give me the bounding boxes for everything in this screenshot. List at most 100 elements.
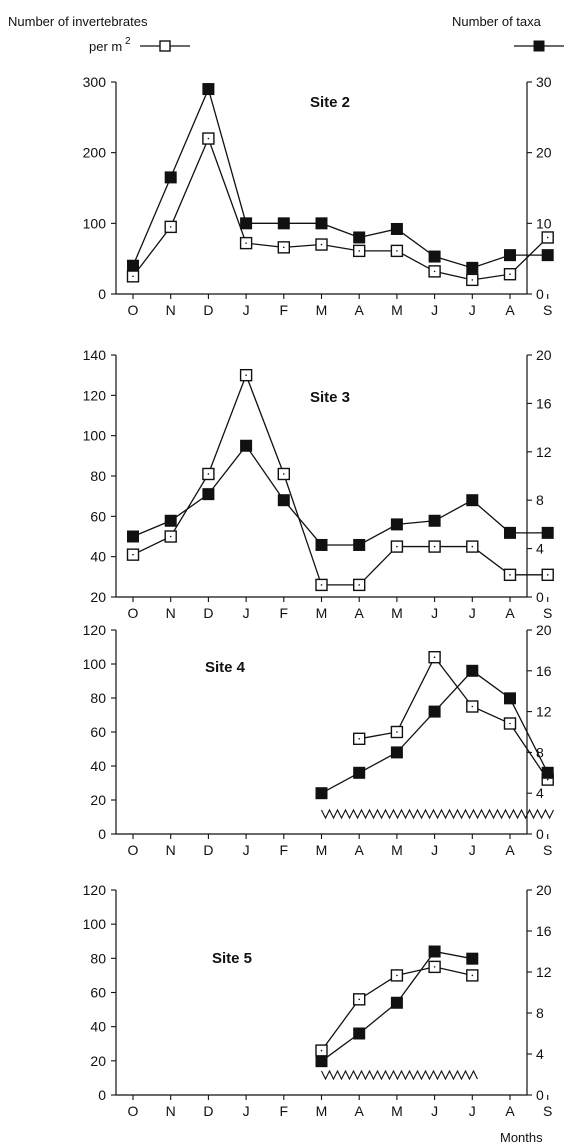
- taxa-point: [127, 259, 139, 272]
- right-tick-label: 4: [536, 1046, 544, 1062]
- left-tick-label: 80: [90, 950, 106, 966]
- right-axis-header: Number of taxa: [452, 14, 542, 29]
- left-tick-label: 60: [90, 985, 106, 1001]
- left-tick-label: 0: [98, 286, 106, 302]
- x-tick-label: S: [543, 842, 552, 858]
- x-tick-label: D: [203, 1103, 213, 1119]
- taxa-point: [466, 494, 479, 507]
- x-tick-label: F: [280, 605, 289, 621]
- taxa-point: [466, 952, 479, 965]
- invertebrates-point-dot: [320, 584, 323, 586]
- invertebrates-point-dot: [471, 279, 474, 281]
- site-title: Site 5: [212, 950, 252, 967]
- left-tick-label: 60: [90, 508, 106, 524]
- header: Number of invertebrates per m 2 Number o…: [8, 14, 564, 54]
- taxa-line: [132, 444, 548, 546]
- right-tick-label: 20: [536, 347, 552, 363]
- taxa-point: [315, 1055, 328, 1068]
- x-tick-label: J: [469, 302, 476, 318]
- invertebrates-point-dot: [245, 374, 247, 376]
- x-tick-label: A: [355, 605, 365, 621]
- taxa-point: [277, 494, 290, 507]
- invertebrates-point-dot: [471, 545, 474, 548]
- invertebrates-line: [132, 373, 548, 586]
- taxa-point: [240, 217, 253, 230]
- right-tick-label: 8: [536, 744, 544, 760]
- dry-period-zigzag: [321, 808, 554, 820]
- taxa-point: [428, 945, 441, 958]
- x-tick-label: A: [505, 302, 515, 318]
- x-tick-label: M: [391, 1103, 403, 1119]
- invertebrates-point-dot: [509, 574, 511, 576]
- taxa-point: [315, 217, 328, 230]
- left-tick-label: 300: [83, 74, 107, 90]
- right-tick-label: 30: [536, 74, 552, 90]
- taxa-point: [466, 261, 479, 274]
- invertebrates-point-dot: [358, 250, 361, 252]
- site-title: Site 2: [310, 94, 350, 111]
- invertebrates-point-dot: [509, 722, 511, 725]
- x-tick-label: A: [505, 842, 515, 858]
- x-tick-label: N: [166, 302, 176, 318]
- taxa-point: [504, 526, 516, 539]
- x-tick-label: M: [391, 605, 403, 621]
- x-tick-label: J: [469, 605, 476, 621]
- left-tick-label: 20: [90, 792, 106, 808]
- taxa-point: [390, 222, 403, 235]
- x-tick-label: J: [243, 302, 250, 318]
- taxa-line: [132, 87, 548, 269]
- invertebrates-point-dot: [358, 998, 361, 1001]
- x-tick-label: O: [128, 1103, 139, 1119]
- panel-site-5: 0 20 40 60 80 100 120 0 4 8 12 16 20 O N D J F M A M J J A S Site…: [83, 882, 553, 1119]
- x-tick-label: N: [166, 1103, 176, 1119]
- x-tick-label: J: [243, 842, 250, 858]
- x-tick-label: J: [469, 1103, 476, 1119]
- right-tick-label: 12: [536, 964, 552, 980]
- taxa-point: [202, 83, 215, 96]
- taxa-point: [353, 538, 366, 551]
- left-tick-label: 120: [83, 622, 107, 638]
- taxa-point: [277, 217, 290, 230]
- x-tick-label: A: [505, 1103, 515, 1119]
- left-tick-label: 60: [90, 724, 106, 740]
- invertebrates-point-dot: [433, 966, 436, 968]
- right-tick-label: 20: [536, 145, 552, 161]
- x-tick-label: S: [543, 1103, 552, 1119]
- right-tick-label: 10: [536, 215, 552, 231]
- x-tick-label: J: [431, 1103, 438, 1119]
- invertebrates-point-dot: [546, 236, 549, 239]
- right-tick-label: 20: [536, 882, 552, 898]
- x-tick-label: F: [280, 842, 289, 858]
- left-tick-label: 20: [90, 589, 106, 605]
- right-tick-label: 12: [536, 444, 552, 460]
- panel-site-3: 20 40 60 80 100 120 140 0 4 8 12 16 20 O N D J F M A M J J A S Si…: [83, 347, 554, 621]
- x-tick-label: N: [166, 842, 176, 858]
- left-tick-label: 200: [83, 145, 107, 161]
- invertebrates-point-dot: [283, 473, 285, 475]
- taxa-point: [164, 171, 177, 184]
- left-tick-label: 120: [83, 882, 107, 898]
- invertebrates-point-dot: [132, 553, 134, 556]
- invertebrates-point-dot: [546, 778, 549, 781]
- taxa-point: [390, 746, 403, 759]
- left-tick-label: 100: [83, 215, 107, 231]
- x-tick-label: M: [391, 842, 403, 858]
- taxa-point: [428, 705, 441, 718]
- right-tick-label: 0: [536, 589, 544, 605]
- taxa-point: [541, 526, 554, 539]
- left-tick-label: 80: [90, 468, 106, 484]
- left-tick-label: 20: [90, 1053, 106, 1069]
- x-tick-label: O: [128, 842, 139, 858]
- right-tick-label: 0: [536, 826, 544, 842]
- taxa-point: [466, 664, 479, 677]
- taxa-point: [127, 530, 139, 543]
- invertebrates-point-dot: [358, 738, 361, 740]
- right-tick-label: 4: [536, 541, 544, 557]
- x-tick-label: O: [128, 302, 139, 318]
- right-tick-label: 12: [536, 704, 552, 720]
- x-tick-label: S: [543, 605, 552, 621]
- taxa-point: [390, 518, 403, 531]
- x-tick-label: A: [355, 302, 365, 318]
- x-tick-label: A: [505, 605, 515, 621]
